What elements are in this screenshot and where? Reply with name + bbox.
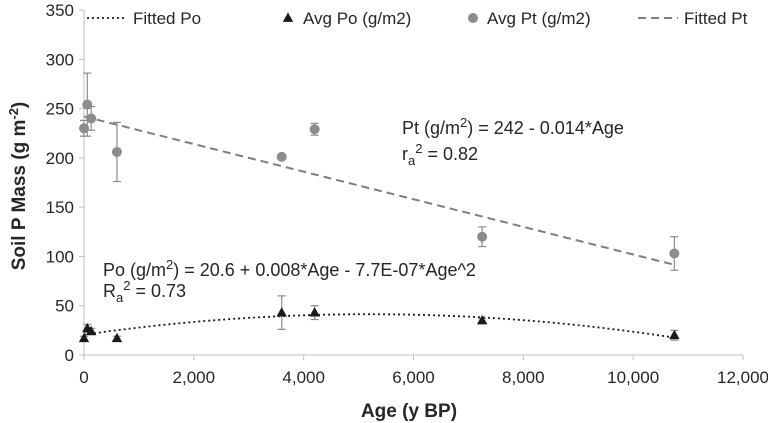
- po-data-point: [476, 315, 488, 325]
- x-tick-label: 12,000: [717, 368, 768, 387]
- pt-data-point: [86, 113, 97, 124]
- pt-r2-suffix: = 0.82: [422, 144, 478, 164]
- legend-avg-po-marker: [282, 12, 294, 22]
- pt-r2-annotation: ra2 = 0.82: [402, 141, 478, 168]
- x-tick-label: 0: [79, 368, 88, 387]
- pt-r2-sub: a: [408, 153, 416, 168]
- y-tick-label: 300: [46, 50, 74, 69]
- po-data-point: [276, 307, 287, 317]
- y-tick-label: 350: [46, 1, 74, 20]
- pt-data-point: [111, 146, 122, 157]
- po-data-point: [309, 307, 320, 317]
- pt-data-point: [477, 231, 488, 242]
- pt-eq-prefix: Pt (g/m: [402, 118, 460, 138]
- pt-eq-sup: 2: [460, 115, 467, 130]
- axes: 0 2,000 4,000 6,000 8,000 10,000 12,000 0 50 100 1…: [46, 1, 768, 387]
- x-tick-label: 2,000: [173, 368, 216, 387]
- pt-equation-annotation: Pt (g/m2) = 242 - 0.014*Age: [402, 115, 624, 138]
- pt-eq-suffix: ) = 242 - 0.014*Age: [467, 118, 624, 138]
- fitted-pt-line: [83, 115, 675, 266]
- y-tick-label: 50: [55, 297, 74, 316]
- y-axis-title-main: Soil P Mass (g m: [9, 120, 30, 271]
- y-tick-label: 150: [46, 198, 74, 217]
- po-equation-annotation: Po (g/m2) = 20.6 + 0.008*Age - 7.7E-07*A…: [103, 257, 476, 280]
- pt-data-point: [309, 124, 320, 135]
- pt-data-point: [82, 99, 93, 110]
- y-axis-title-sup: -2: [6, 108, 21, 120]
- pt-data-point: [276, 151, 287, 162]
- legend-fitted-pt-label: Fitted Pt: [684, 9, 748, 28]
- data-points: [78, 99, 680, 343]
- y-axis-title-end: ): [9, 102, 30, 108]
- fitted-po-curve: [83, 313, 675, 339]
- x-axis-title: Age (y BP): [361, 401, 457, 422]
- x-tick-label: 6,000: [392, 368, 435, 387]
- po-r2-sub: a: [116, 290, 124, 305]
- po-r2-suffix: = 0.73: [130, 281, 186, 301]
- po-data-point: [78, 332, 90, 343]
- y-tick-label: 200: [46, 149, 74, 168]
- po-r2-annotation: Ra2 = 0.73: [103, 278, 186, 305]
- po-eq-suffix: ) = 20.6 + 0.008*Age - 7.7E-07*Age^2: [173, 260, 476, 280]
- po-data-point: [669, 329, 680, 340]
- pt-data-point: [669, 248, 680, 259]
- y-axis-title: Soil P Mass (g m-2): [6, 102, 30, 271]
- legend-avg-po-label: Avg Po (g/m2): [303, 9, 411, 28]
- po-r2-sup: 2: [123, 278, 130, 293]
- x-tick-label: 4,000: [282, 368, 325, 387]
- po-data-point: [85, 325, 97, 336]
- po-eq-sup: 2: [166, 257, 173, 272]
- legend: Fitted Po Avg Po (g/m2) Avg Pt (g/m2) Fitte…: [87, 9, 748, 28]
- x-tick-label: 10,000: [607, 368, 659, 387]
- y-tick-label: 250: [46, 100, 74, 119]
- pt-r2-sup: 2: [415, 141, 422, 156]
- pt-r2-base: r: [402, 144, 408, 164]
- po-eq-prefix: Po (g/m: [103, 260, 166, 280]
- po-data-point: [111, 332, 123, 343]
- legend-avg-pt-label: Avg Pt (g/m2): [487, 9, 591, 28]
- legend-avg-pt-marker: [468, 13, 478, 23]
- fitted-lines: [83, 115, 675, 339]
- po-r2-base: R: [103, 281, 116, 301]
- y-tick-label: 100: [46, 247, 74, 266]
- y-tick-label: 0: [65, 346, 74, 365]
- legend-fitted-po-label: Fitted Po: [133, 9, 201, 28]
- pt-data-point: [79, 123, 89, 134]
- x-tick-label: 8,000: [502, 368, 545, 387]
